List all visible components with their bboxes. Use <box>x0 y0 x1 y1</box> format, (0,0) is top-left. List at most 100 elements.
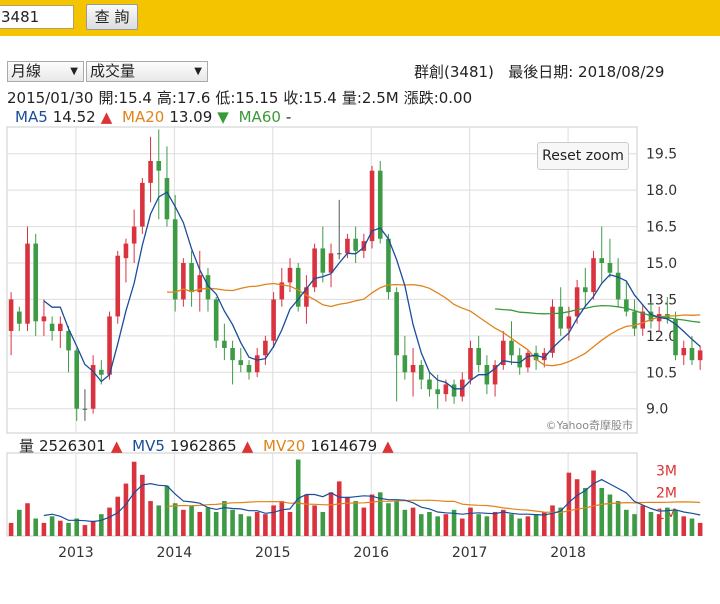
mv20-value: 1614679 <box>310 437 378 455</box>
candle-body <box>443 384 449 395</box>
candle-body <box>25 243 30 324</box>
price-tick-label: 18.0 <box>646 183 677 199</box>
volume-bar <box>542 511 547 536</box>
volume-bar <box>49 516 55 536</box>
candle-body <box>648 311 654 322</box>
candle-body <box>599 258 605 263</box>
volume-label: 量 <box>19 437 35 455</box>
volume-bar <box>525 516 531 536</box>
volume-bar <box>156 505 162 536</box>
volume-bar <box>418 514 424 536</box>
volume-bar <box>213 511 219 536</box>
volume-bar <box>181 509 186 536</box>
candle-body <box>312 248 317 288</box>
volume-bar <box>115 496 121 536</box>
last-date: 最後日期: 2018/08/29 <box>508 63 665 81</box>
x-tick-label: 2014 <box>157 545 193 561</box>
volume-bar <box>25 503 30 536</box>
candle-body <box>525 352 531 368</box>
volume-bar <box>90 520 96 536</box>
ohlc-high: 高:17.6 <box>156 89 211 107</box>
volume-bar <box>500 509 506 536</box>
volume-bar <box>394 501 399 536</box>
mv5-value: 1962865 <box>169 437 237 455</box>
volume-bar <box>656 514 662 536</box>
candle-body <box>33 243 39 322</box>
volume-bar <box>263 514 268 536</box>
candle-body <box>287 267 293 283</box>
stock-code-input[interactable]: 3481 <box>0 5 74 29</box>
volume-bar <box>640 505 646 536</box>
candle-body <box>377 170 383 239</box>
volume-bar <box>336 481 342 536</box>
volume-bar <box>369 494 375 536</box>
candle-body <box>99 369 104 375</box>
period-select-label: 月線 <box>11 62 42 80</box>
indicator-select[interactable]: 成交量 ▼ <box>86 61 208 82</box>
candle-body <box>271 299 276 341</box>
candle-body <box>345 238 350 254</box>
volume-bar <box>665 507 670 536</box>
volume-bar <box>238 514 244 536</box>
watermark: ©Yahoo奇摩股市 <box>546 418 633 432</box>
candle-body <box>181 263 186 300</box>
candle-body <box>451 384 457 397</box>
volume-bar <box>172 503 178 536</box>
volume-bar <box>599 487 605 536</box>
volume-bar <box>558 507 564 536</box>
volume-bar <box>566 472 572 536</box>
candle-body <box>8 299 14 331</box>
volume-legend: 量 2526301 ▲ MV5 1962865 ▲ MV20 1614679 ▲ <box>19 435 399 456</box>
candle-body <box>205 275 211 300</box>
volume-bar <box>443 514 449 536</box>
volume-bar <box>148 501 153 536</box>
ohlc-close: 收:15.4 <box>283 89 337 107</box>
indicator-select-label: 成交量 <box>90 62 136 80</box>
ma60-label: MA60 <box>238 108 281 126</box>
price-tick-label: 13.5 <box>646 292 677 308</box>
candle-body <box>172 219 178 300</box>
candle-body <box>533 352 539 361</box>
chevron-down-icon: ▼ <box>70 66 78 77</box>
candle-body <box>17 311 22 324</box>
query-button[interactable]: 查 詢 <box>86 4 138 30</box>
volume-bar <box>222 501 227 536</box>
candle-body <box>468 348 473 380</box>
volume-bar <box>197 511 203 536</box>
volume-bar <box>304 494 309 536</box>
candle-body <box>591 258 596 293</box>
ma20-label: MA20 <box>122 108 165 126</box>
volume-bar <box>246 516 252 536</box>
price-tick-label: 9.0 <box>646 402 668 418</box>
ma5-line <box>43 191 701 390</box>
period-select[interactable]: 月線 ▼ <box>7 61 84 82</box>
ohlc-low: 低:15.15 <box>215 89 279 107</box>
volume-bar <box>230 509 235 536</box>
volume-bar <box>287 511 293 536</box>
volume-bar <box>550 505 555 536</box>
ma-legend: MA5 14.52 ▲ MA20 13.09 ▼ MA60- <box>15 108 296 126</box>
volume-bar <box>312 505 317 536</box>
candle-body <box>107 316 112 375</box>
volume-bar <box>164 485 170 536</box>
ohlc-readout: 2015/01/30 開:15.4 高:17.6 低:15.15 收:15.4 量:2.5… <box>7 87 477 108</box>
reset-zoom-button[interactable]: Reset zoom <box>537 142 629 170</box>
volume-bar <box>320 511 326 536</box>
volume-bar <box>689 518 695 536</box>
price-tick-label: 15.0 <box>646 256 677 272</box>
ma5-value: 14.52 <box>52 108 96 126</box>
candle-body <box>418 365 424 380</box>
candle-body <box>115 255 121 317</box>
candle-body <box>148 161 153 183</box>
mv5-up-arrow-icon: ▲ <box>241 437 254 455</box>
volume-bar <box>99 514 104 536</box>
volume-bar <box>41 522 47 536</box>
volume-bar <box>468 507 473 536</box>
volume-bar <box>361 507 367 536</box>
stock-name: 群創(3481) <box>414 63 494 81</box>
candle-body <box>427 379 432 390</box>
x-tick-label: 2016 <box>353 545 389 561</box>
volume-bar <box>8 522 14 536</box>
ma20-line <box>167 282 701 367</box>
